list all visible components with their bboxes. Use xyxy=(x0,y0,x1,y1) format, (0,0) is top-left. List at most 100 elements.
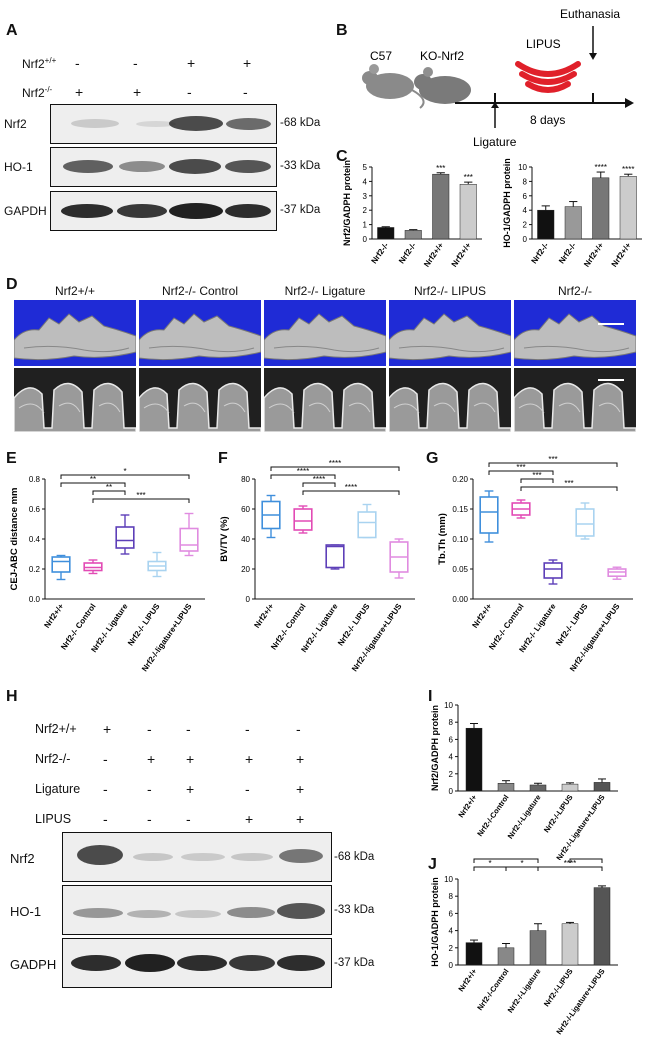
significance-label: ** xyxy=(106,483,112,492)
ct-3d-render xyxy=(14,300,136,366)
ct-3d-render xyxy=(514,300,636,366)
ultrasound-wave-icon xyxy=(515,61,581,93)
arrow-head-icon xyxy=(625,98,634,108)
category-label: Nrf2-/-LIPUS xyxy=(542,967,575,1008)
chart-g: 0.00 0.05 0.10 0.15 0.20 Tb.Th (mm) Nrf2+/+ Nrf… xyxy=(437,455,633,673)
y-tick-label: 8 xyxy=(449,892,454,901)
box xyxy=(575,508,595,537)
sign-mark: + xyxy=(187,55,196,71)
sign-mark: - xyxy=(187,84,192,100)
scale-bar xyxy=(598,379,624,381)
y-tick-label: 2 xyxy=(363,206,368,215)
bar xyxy=(593,887,611,966)
y-tick-label: 6 xyxy=(449,909,454,918)
box xyxy=(479,496,499,534)
category-label: Nrf2+/+ xyxy=(450,241,473,269)
y-tick-label: 0.4 xyxy=(29,535,41,544)
kda-label: -68 kDa xyxy=(334,851,375,863)
sign-mark: - xyxy=(103,811,108,827)
y-tick-label: 10 xyxy=(444,875,453,884)
blot-label: GAPDH xyxy=(4,204,47,218)
blot-label: HO-1 xyxy=(10,904,42,919)
y-tick-label: 0.20 xyxy=(452,475,468,484)
y-tick-label: 1 xyxy=(363,221,368,230)
kda-label: -68 kDa xyxy=(280,117,321,129)
bar xyxy=(497,947,515,966)
significance-bracket xyxy=(302,482,336,487)
y-axis-label: CEJ-ABC distance mm xyxy=(9,488,20,591)
y-tick-label: 20 xyxy=(241,565,250,574)
sign-mark: - xyxy=(186,721,191,737)
bar xyxy=(465,942,483,966)
sign-mark: + xyxy=(245,811,254,827)
significance-bracket xyxy=(520,486,618,491)
category-label: Nrf2-/-Control xyxy=(475,967,510,1012)
significance-label: * xyxy=(123,467,126,476)
bar xyxy=(619,176,637,240)
ct-3d-render xyxy=(139,300,261,366)
y-tick-label: 5 xyxy=(363,163,368,172)
category-label: Nrf2-/- LIPUS xyxy=(126,601,162,647)
ct-column-title: Nrf2-/- Control xyxy=(161,284,238,298)
significance-label: **** xyxy=(580,855,592,860)
y-tick-label: 3 xyxy=(363,192,368,201)
panel-label-d: D xyxy=(6,276,18,293)
box xyxy=(179,527,199,552)
timeline-diagram: C57 KO-Nrf2 Ligature Euthanasia LIPUS 8 … xyxy=(362,7,634,149)
ligature-label: Ligature xyxy=(473,135,517,149)
y-axis-label: Nrf2/GADPH protein xyxy=(342,160,352,246)
y-tick-label: 2 xyxy=(523,221,528,230)
bar xyxy=(592,177,610,240)
sign-mark: - xyxy=(133,55,138,71)
sign-mark: - xyxy=(103,751,108,767)
bar xyxy=(537,209,555,240)
days-label: 8 days xyxy=(530,113,565,127)
genotype-row-wt: Nrf2+/+ xyxy=(22,56,57,71)
bar xyxy=(561,783,579,792)
significance-label: *** xyxy=(464,173,473,182)
sign-mark: - xyxy=(147,781,152,797)
bar xyxy=(529,784,547,792)
sign-mark: - xyxy=(296,721,301,737)
y-axis-label: Tb.Th (mm) xyxy=(437,513,448,565)
ct-column-title: Nrf2-/- Ligature xyxy=(284,284,366,298)
significance-label: **** xyxy=(345,483,357,492)
category-label: Nrf2+/+ xyxy=(470,602,493,630)
sign-mark: + xyxy=(75,84,84,100)
panel-label-e: E xyxy=(6,450,17,467)
bar xyxy=(564,206,582,240)
genotype-row-ko: Nrf2-/- xyxy=(22,85,53,100)
blot-gapdh-a xyxy=(50,191,277,231)
ct-column-title: Nrf2+/+ xyxy=(54,284,96,298)
bar xyxy=(465,727,483,792)
panel-label-h: H xyxy=(6,688,18,705)
category-label: Nrf2-/- xyxy=(370,241,391,266)
significance-bracket xyxy=(92,498,190,503)
bar xyxy=(593,782,611,792)
treatment-row-label: Ligature xyxy=(35,782,81,796)
treatment-row-label: Nrf2+/+ xyxy=(35,722,77,736)
y-tick-label: 0.05 xyxy=(452,565,468,574)
bar xyxy=(432,173,450,240)
y-tick-label: 0.00 xyxy=(452,595,468,604)
y-tick-label: 2 xyxy=(449,770,454,779)
significance-label: **** xyxy=(297,467,309,476)
chart-i: 0 2 4 6 8 10 Nrf2/GADPH protein Nrf2+/+Nrf2-/-C… xyxy=(430,701,618,860)
blot-ho1-h xyxy=(62,885,332,935)
significance-bracket xyxy=(520,478,554,483)
significance-label: **** xyxy=(564,859,576,868)
y-tick-label: 0.8 xyxy=(29,475,41,484)
ct-section-image xyxy=(14,368,136,432)
category-label: Nrf2-/-Ligature xyxy=(506,793,543,840)
y-tick-label: 0.2 xyxy=(29,565,41,574)
y-tick-label: 0.15 xyxy=(452,505,468,514)
significance-label: *** xyxy=(436,164,445,173)
significance-label: * xyxy=(520,859,523,868)
significance-label: **** xyxy=(622,165,634,174)
ko-label: KO-Nrf2 xyxy=(420,49,464,63)
significance-bracket xyxy=(92,490,126,495)
sign-mark: + xyxy=(245,751,254,767)
category-label: Nrf2-/- LIPUS xyxy=(336,601,372,647)
box xyxy=(543,562,563,579)
sign-mark: - xyxy=(103,781,108,797)
